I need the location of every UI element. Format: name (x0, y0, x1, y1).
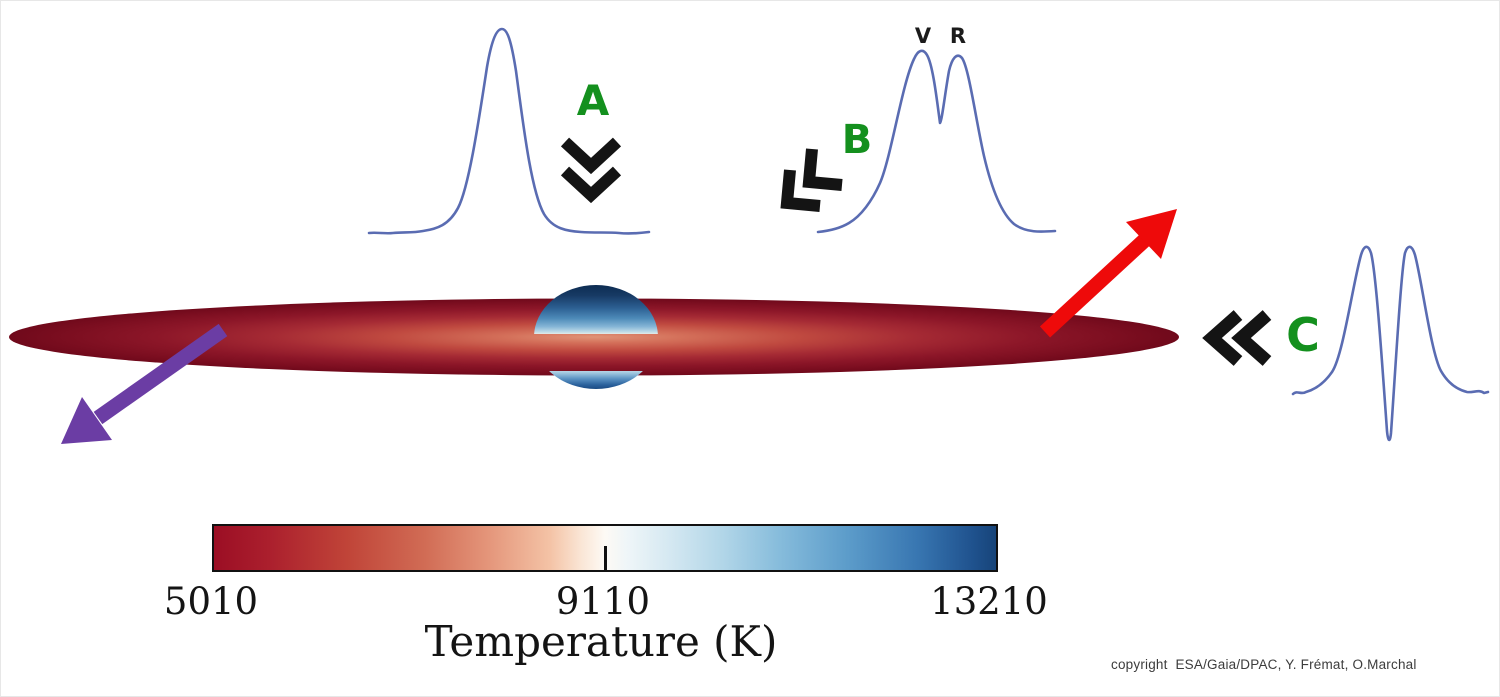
left-chevron-icon (1202, 310, 1272, 366)
purple-arrow-head (61, 397, 112, 444)
colorbar-mid-tick (604, 546, 607, 570)
profile-c-label: C (1286, 308, 1320, 362)
profile-b-label: B (842, 117, 873, 163)
circumstellar-disk (9, 298, 1179, 376)
red-arrow-head (1126, 209, 1177, 259)
colorbar-mid-label: 9110 (555, 580, 651, 623)
temperature-colorbar (212, 524, 998, 572)
profile-a-label: A (577, 76, 610, 125)
star-lower-sliver (549, 371, 643, 389)
profile-a-curve (367, 27, 651, 235)
colorbar-title: Temperature (K) (424, 617, 778, 666)
profile-b-curve (816, 49, 1057, 234)
purple-arrow-shaft (93, 323, 228, 425)
colorbar-min-label: 5010 (163, 580, 259, 623)
copyright-text: copyright ESA/Gaia/DPAC, Y. Frémat, O.Ma… (1111, 657, 1417, 672)
red-arrow-shaft (1039, 231, 1154, 338)
red-peak-label: R (950, 24, 966, 48)
star-upper-dome (534, 285, 658, 334)
down-left-chevron-icon (780, 148, 843, 212)
down-chevron-icon (560, 137, 622, 204)
colorbar-max-label: 13210 (930, 580, 1048, 623)
profile-c-curve (1291, 245, 1490, 442)
violet-peak-label: V (915, 24, 932, 48)
